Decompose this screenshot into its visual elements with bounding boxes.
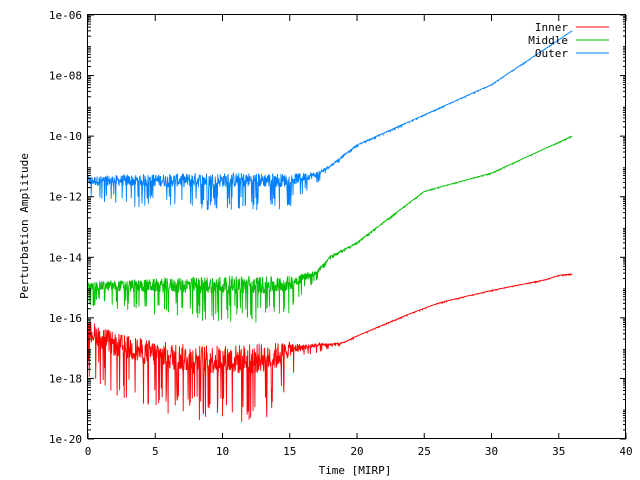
series-line-inner bbox=[87, 273, 573, 422]
x-tick-label: 30 bbox=[485, 445, 498, 458]
x-tick-label: 5 bbox=[152, 445, 159, 458]
x-tick-label: 15 bbox=[283, 445, 296, 458]
y-tick-label: 1e-10 bbox=[49, 130, 82, 143]
legend-label-outer: Outer bbox=[535, 47, 568, 60]
x-tick-label: 35 bbox=[552, 445, 565, 458]
x-axis-label: Time [MIRP] bbox=[319, 464, 392, 477]
x-tick-label: 40 bbox=[619, 445, 632, 458]
legend-label-inner: Inner bbox=[535, 21, 568, 34]
x-tick-label: 10 bbox=[216, 445, 229, 458]
ticks-layer: 0 5 10 15 20 25 30 35 40 1e-20 1e-18 1e-16 1e-14 1e-1… bbox=[49, 9, 633, 458]
series-line-outer bbox=[87, 30, 573, 211]
y-tick-label: 1e-16 bbox=[49, 312, 82, 325]
y-tick-label: 1e-20 bbox=[49, 433, 82, 446]
x-tick-label: 0 bbox=[85, 445, 92, 458]
y-tick-label: 1e-14 bbox=[49, 251, 82, 264]
y-tick-label: 1e-06 bbox=[49, 9, 82, 22]
y-tick-label: 1e-08 bbox=[49, 70, 82, 83]
x-tick-label: 20 bbox=[350, 445, 363, 458]
series-layer bbox=[87, 30, 573, 422]
legend-label-middle: Middle bbox=[528, 34, 568, 47]
y-tick-label: 1e-18 bbox=[49, 372, 82, 385]
series-line-middle bbox=[87, 135, 573, 323]
y-tick-label: 1e-12 bbox=[49, 191, 82, 204]
y-axis-label: Perturbation Amplitude bbox=[18, 153, 31, 299]
x-tick-label: 25 bbox=[418, 445, 431, 458]
